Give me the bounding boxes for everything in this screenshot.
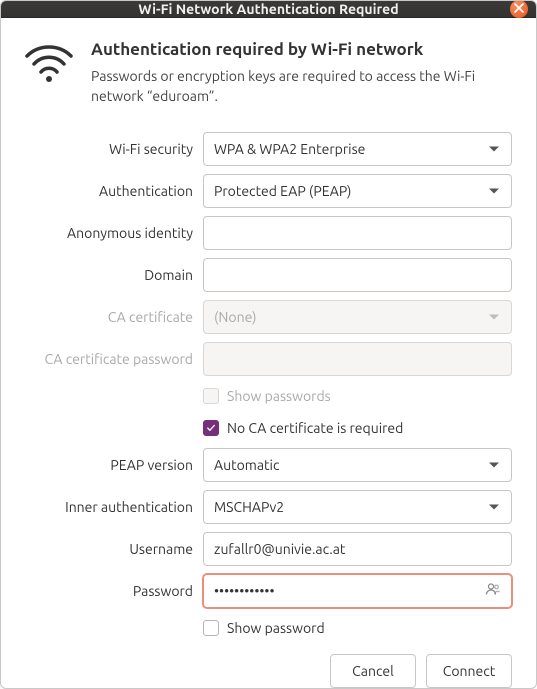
dialog-window: Wi-Fi Network Authentication Required Au…	[0, 0, 537, 689]
auth-form: Wi-Fi security WPA & WPA2 Enterprise Aut…	[25, 132, 512, 640]
header-row: Authentication required by Wi-Fi network…	[25, 40, 512, 106]
select-inner-authentication[interactable]: MSCHAPv2	[203, 490, 512, 524]
label-peap-version: PEAP version	[25, 457, 193, 473]
input-username[interactable]: zufallr0@univie.ac.at	[203, 532, 512, 566]
select-ca-certificate: (None)	[203, 300, 512, 334]
dialog-footer: Cancel Connect	[25, 640, 512, 688]
input-password-value: ••••••••••••	[214, 583, 274, 599]
input-password[interactable]: ••••••••••••	[203, 574, 512, 608]
label-show-passwords: Show passwords	[227, 388, 331, 404]
contacts-icon[interactable]	[485, 582, 501, 601]
label-inner-authentication: Inner authentication	[25, 499, 193, 515]
connect-button-label: Connect	[443, 663, 496, 679]
label-show-password: Show password	[227, 620, 325, 636]
close-icon	[514, 3, 524, 16]
label-password: Password	[25, 583, 193, 599]
select-wifi-security-value: WPA & WPA2 Enterprise	[214, 141, 365, 157]
titlebar: Wi-Fi Network Authentication Required	[1, 1, 536, 18]
label-anonymous-identity: Anonymous identity	[25, 225, 193, 241]
label-username: Username	[25, 541, 193, 557]
select-authentication-value: Protected EAP (PEAP)	[214, 183, 351, 199]
input-username-value: zufallr0@univie.ac.at	[214, 541, 345, 557]
header-subtext: Passwords or encryption keys are require…	[91, 67, 512, 106]
label-wifi-security: Wi-Fi security	[25, 141, 193, 157]
row-no-ca-required: ✓ No CA certificate is required	[203, 416, 512, 440]
wifi-icon	[25, 40, 73, 106]
window-title: Wi-Fi Network Authentication Required	[138, 1, 398, 17]
select-peap-version-value: Automatic	[214, 457, 279, 473]
row-show-passwords: Show passwords	[203, 384, 512, 408]
checkbox-show-passwords	[203, 388, 219, 404]
cancel-button-label: Cancel	[352, 663, 394, 679]
select-authentication[interactable]: Protected EAP (PEAP)	[203, 174, 512, 208]
header-heading: Authentication required by Wi-Fi network	[91, 40, 512, 59]
header-text: Authentication required by Wi-Fi network…	[91, 40, 512, 106]
checkbox-show-password[interactable]	[203, 620, 219, 636]
label-ca-certificate-password: CA certificate password	[25, 351, 193, 367]
label-no-ca-required: No CA certificate is required	[227, 420, 403, 436]
label-ca-certificate: CA certificate	[25, 309, 193, 325]
select-inner-authentication-value: MSCHAPv2	[214, 499, 284, 515]
close-button[interactable]	[510, 0, 528, 18]
label-domain: Domain	[25, 267, 193, 283]
label-authentication: Authentication	[25, 183, 193, 199]
cancel-button[interactable]: Cancel	[330, 654, 416, 688]
input-domain[interactable]	[203, 258, 512, 292]
checkbox-no-ca-required[interactable]: ✓	[203, 420, 219, 436]
connect-button[interactable]: Connect	[426, 654, 512, 688]
select-wifi-security[interactable]: WPA & WPA2 Enterprise	[203, 132, 512, 166]
input-anonymous-identity[interactable]	[203, 216, 512, 250]
dialog-content: Authentication required by Wi-Fi network…	[1, 18, 536, 689]
select-peap-version[interactable]: Automatic	[203, 448, 512, 482]
select-ca-certificate-value: (None)	[214, 309, 257, 325]
input-ca-certificate-password	[203, 342, 512, 376]
row-show-password: Show password	[203, 616, 512, 640]
